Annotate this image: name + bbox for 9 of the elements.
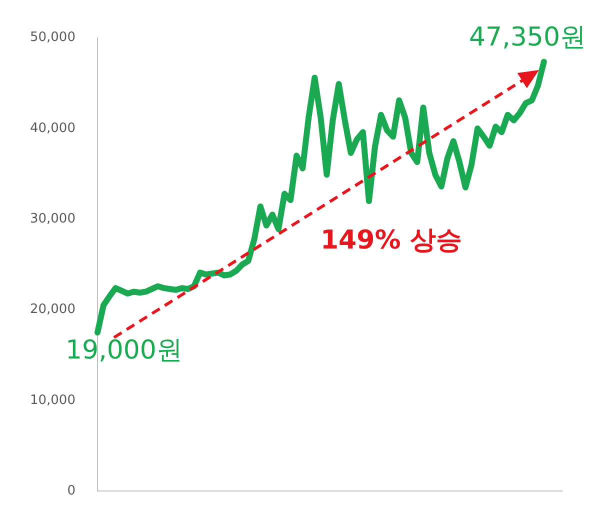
y-tick-label: 50,000	[30, 30, 76, 46]
y-tick-label: 30,000	[30, 212, 76, 227]
y-tick-label: 20,000	[30, 302, 76, 318]
annotation: 149% 상승	[320, 226, 462, 256]
y-tick-label: 10,000	[30, 392, 76, 408]
y-tick-label: 40,000	[30, 120, 76, 136]
annotation: 19,000원	[65, 335, 182, 366]
annotation: 47,350원	[469, 22, 586, 53]
y-tick-label: 0	[67, 484, 76, 499]
